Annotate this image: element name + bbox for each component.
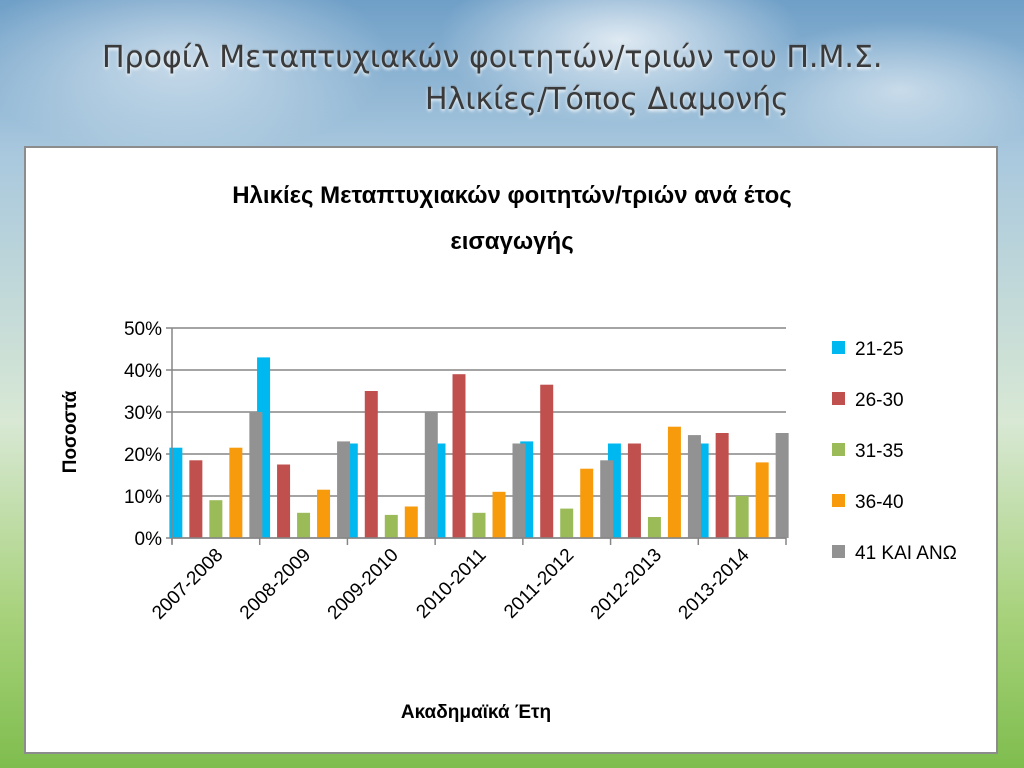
bar — [452, 374, 466, 538]
bar — [580, 468, 594, 538]
bar — [229, 447, 243, 538]
legend-label: 26-30 — [855, 390, 904, 411]
bar — [627, 443, 641, 538]
legend-swatch — [832, 341, 845, 354]
x-tick-label: 2010-2011 — [412, 545, 490, 623]
bar — [540, 384, 554, 538]
bar — [364, 391, 378, 538]
bar — [424, 412, 438, 538]
bar — [715, 433, 729, 538]
x-tick-label: 2007-2008 — [148, 545, 227, 624]
bar — [775, 433, 789, 538]
bar — [492, 491, 506, 538]
chart-title-line: εισαγωγής — [450, 228, 573, 255]
y-tick-labels: 0% 10% 20% 30% 40% 50% — [124, 319, 162, 550]
legend-label: 41 ΚΑΙ ΑΝΩ — [855, 543, 957, 564]
y-tick-label: 10% — [124, 487, 162, 508]
legend-item: 21-25 — [832, 339, 904, 360]
legend-label: 21-25 — [855, 339, 904, 360]
bar — [277, 464, 291, 538]
x-tick-label: 2008-2009 — [236, 545, 315, 624]
legend: 21-25 26-30 31-35 36-40 41 ΚΑΙ ΑΝΩ — [832, 339, 957, 564]
x-axis-title: Ακαδημαϊκά Έτη — [401, 702, 551, 723]
bar — [667, 426, 681, 538]
y-tick-label: 50% — [124, 319, 162, 340]
bar — [404, 506, 418, 538]
bar — [512, 443, 526, 538]
bar — [384, 514, 398, 538]
x-tick-label: 2009-2010 — [324, 545, 403, 624]
bar — [337, 441, 351, 538]
legend-swatch — [832, 392, 845, 405]
x-tick-label: 2011-2012 — [500, 545, 578, 623]
axes — [171, 328, 787, 545]
bar — [472, 512, 486, 538]
y-tick-label: 0% — [135, 529, 163, 550]
x-tick-label: 2013-2014 — [675, 544, 754, 623]
bar — [189, 460, 203, 538]
bar — [755, 462, 769, 538]
x-tick-label: 2012-2013 — [587, 545, 666, 624]
legend-item: 26-30 — [832, 390, 904, 411]
bar — [600, 460, 614, 538]
bars — [169, 357, 789, 538]
bar — [297, 512, 311, 538]
bar — [647, 517, 661, 538]
bar — [735, 496, 749, 538]
legend-item: 41 ΚΑΙ ΑΝΩ — [832, 543, 957, 564]
legend-label: 36-40 — [855, 492, 904, 513]
legend-label: 31-35 — [855, 441, 904, 462]
bar — [687, 435, 701, 538]
bar — [317, 489, 331, 538]
bar — [560, 508, 574, 538]
slide-title-line2: Ηλικίες/Τόπος Διαμονής — [425, 82, 789, 117]
legend-swatch — [832, 494, 845, 507]
x-tick-labels: 2007-2008 2008-2009 2009-2010 2010-2011 2011… — [148, 544, 754, 623]
chart-container: Ηλικίες Μεταπτυχιακών φοιτητών/τριών ανά… — [24, 146, 998, 754]
legend-swatch — [832, 545, 845, 558]
legend-item: 31-35 — [832, 441, 904, 462]
bar — [209, 500, 223, 538]
y-tick-label: 20% — [124, 445, 162, 466]
bar-chart: Ηλικίες Μεταπτυχιακών φοιτητών/τριών ανά… — [60, 182, 957, 723]
legend-item: 36-40 — [832, 492, 904, 513]
bar — [249, 412, 263, 538]
chart-title-line: Ηλικίες Μεταπτυχιακών φοιτητών/τριών ανά… — [232, 182, 792, 209]
y-tick-label: 30% — [124, 403, 162, 424]
legend-swatch — [832, 443, 845, 456]
y-axis-title: Ποσοστά — [60, 390, 81, 473]
slide-title-line1: Προφίλ Μεταπτυχιακών φοιτητών/τριών του … — [102, 40, 883, 75]
y-tick-label: 40% — [124, 361, 162, 382]
chart-title: Ηλικίες Μεταπτυχιακών φοιτητών/τριών ανά… — [232, 182, 792, 255]
